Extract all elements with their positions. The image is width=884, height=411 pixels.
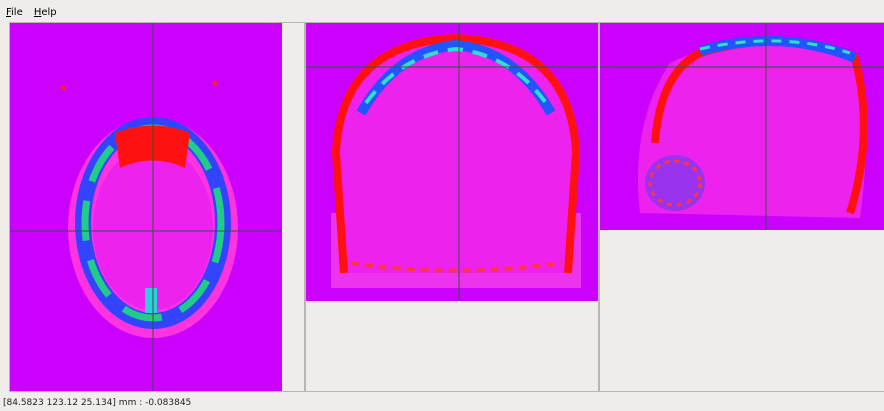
menu-help[interactable]: Help [34, 7, 57, 18]
menu-bar: File Help [0, 0, 884, 20]
app-window: File Help [0, 0, 884, 411]
coronal-view[interactable] [305, 22, 599, 392]
axial-view[interactable] [9, 22, 305, 392]
sagittal-view[interactable] [599, 22, 884, 392]
menu-file[interactable]: File [6, 7, 23, 18]
sagittal-image [600, 23, 884, 230]
axial-image [10, 23, 304, 391]
coronal-image [306, 23, 598, 301]
status-bar: [84.5823 123.12 25.134] mm : -0.083845 [3, 398, 191, 408]
